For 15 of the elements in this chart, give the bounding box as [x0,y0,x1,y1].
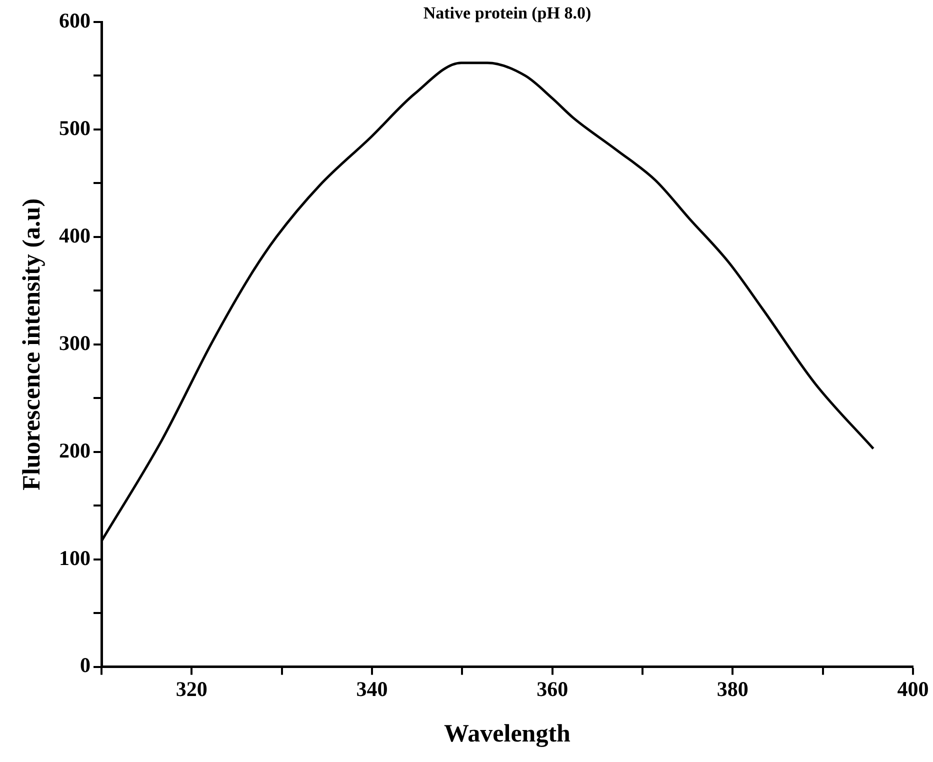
x-tick-label: 380 [716,676,748,701]
annotation: Native protein (pH 8.0) [423,3,592,22]
y-tick-label: 200 [59,438,90,462]
y-tick-label: 0 [80,653,90,678]
x-tick-label: 400 [897,676,929,701]
y-tick-label: 400 [59,223,90,248]
y-tick-label: 100 [59,546,90,570]
x-tick-label: 320 [176,676,208,701]
x-tick-label: 340 [356,676,388,701]
x-tick-label: 360 [536,676,568,701]
y-tick-label: 500 [59,116,90,140]
y-axis-title: Fluorescence intensity (a.u) [18,198,46,490]
y-tick-label: 600 [59,8,90,32]
x-axis-title: Wavelength [444,720,571,748]
y-tick-label: 300 [59,330,90,355]
